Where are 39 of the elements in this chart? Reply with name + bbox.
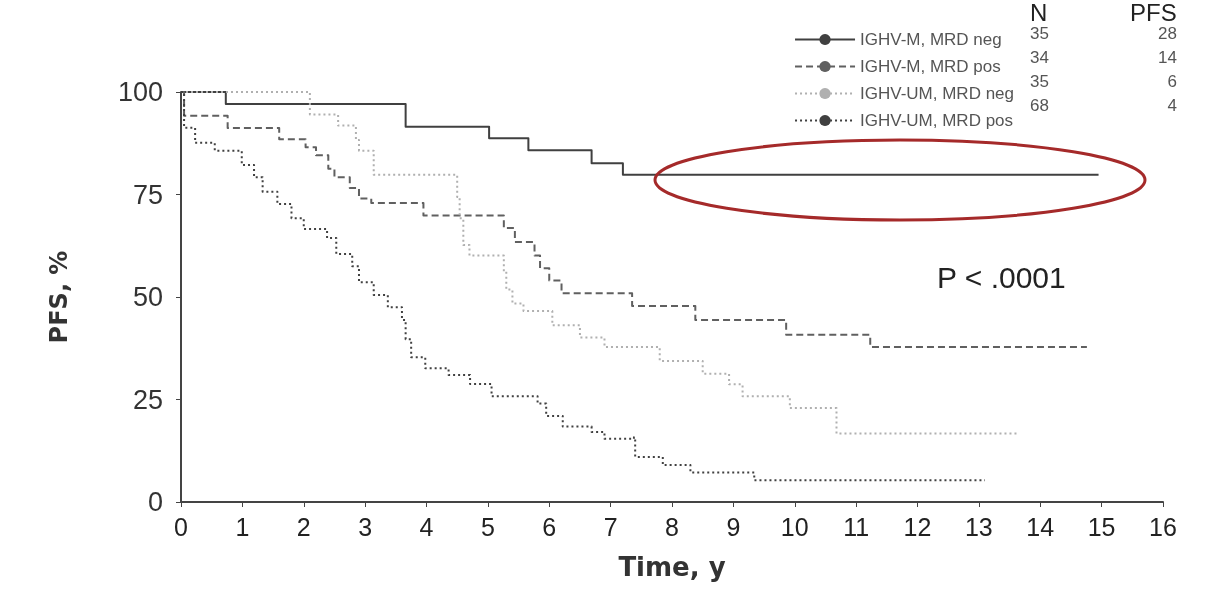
y-tick-label: 50 [132, 282, 163, 312]
text: PFS [1130, 0, 1177, 26]
x-tick-label: 12 [903, 512, 932, 541]
x-tick-label: 13 [964, 512, 993, 541]
x-tick-label: 16 [1149, 512, 1177, 541]
x-tick-label: 14 [1026, 512, 1055, 541]
x-tick-label: 10 [780, 512, 809, 541]
annotation: 68 [1030, 96, 1049, 115]
y-tick-label: 25 [132, 384, 163, 415]
x-tick-label: 7 [603, 512, 618, 541]
legend-label: IGHV-M, MRD neg [860, 30, 1002, 49]
y-tick-label: 100 [117, 77, 163, 107]
x-axis-title: Time, y [618, 552, 726, 582]
x-tick-label: 3 [358, 512, 373, 541]
text: 34 [1030, 48, 1049, 67]
text: 6 [1167, 72, 1177, 91]
x-tick-label: 2 [296, 512, 311, 541]
x-tick-label: 6 [542, 512, 557, 541]
y-tick-label: 75 [132, 179, 163, 210]
text: N [1030, 0, 1048, 26]
legend-label: IGHV-M, MRD pos [860, 57, 1001, 76]
x-tick-label: 0 [174, 512, 188, 541]
text: 35 [1030, 24, 1049, 43]
text: 35 [1030, 72, 1049, 91]
text: 28 [1158, 24, 1177, 43]
x-tick-label: 1 [235, 512, 250, 541]
x-tick-label: 8 [665, 512, 679, 541]
y-tick-label: 0 [147, 487, 163, 517]
x-tick-label: 11 [843, 512, 870, 541]
x-tick-label: 5 [480, 512, 495, 541]
x-tick-label: 9 [726, 512, 741, 541]
text: 14 [1158, 48, 1177, 67]
y-axis-title: PFS, % [45, 250, 73, 344]
annotation: P < .0001 [937, 260, 1066, 294]
x-tick-label: 15 [1087, 512, 1116, 541]
text: 4 [1167, 96, 1177, 115]
legend-label: IGHV-UM, MRD pos [860, 111, 1014, 130]
legend-label: IGHV-UM, MRD neg [860, 84, 1015, 103]
x-tick-label: 4 [419, 512, 434, 541]
